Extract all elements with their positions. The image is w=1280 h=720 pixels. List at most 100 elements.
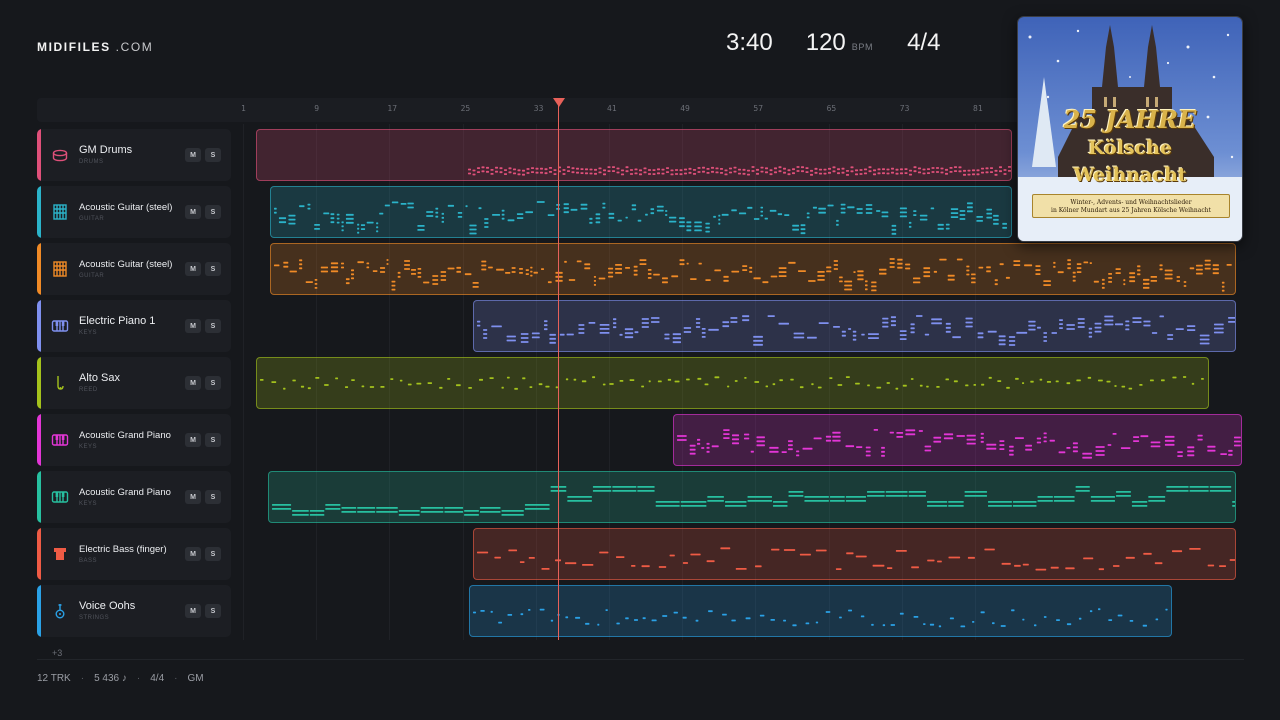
tempo-value: 120 <box>805 29 846 56</box>
track-name: Acoustic Grand Piano <box>79 487 171 498</box>
track-clip[interactable] <box>268 471 1236 523</box>
duration-value: 3:40 <box>726 29 773 56</box>
mute-button[interactable]: M <box>185 262 201 276</box>
solo-button[interactable]: S <box>205 547 221 561</box>
guitar-icon <box>51 203 69 221</box>
playhead-handle[interactable] <box>553 98 565 107</box>
track-name: Acoustic Guitar (steel) <box>79 259 173 270</box>
track-category: BASS <box>79 558 98 564</box>
mute-button[interactable]: M <box>185 433 201 447</box>
mute-button[interactable]: M <box>185 205 201 219</box>
solo-button[interactable]: S <box>205 262 221 276</box>
footer-divider <box>37 659 1244 660</box>
ruler-bar-label: 33 <box>533 104 544 113</box>
track-clip[interactable] <box>469 585 1172 637</box>
footer-note-count: 5 436 ♪ <box>94 673 127 684</box>
track-category: GUITAR <box>79 273 105 279</box>
track-category: KEYS <box>79 444 98 450</box>
grid-line <box>828 124 830 640</box>
track-name: Acoustic Grand Piano <box>79 430 171 441</box>
ruler-bar-label: 65 <box>826 104 837 113</box>
grid-line <box>975 124 976 640</box>
grid-line <box>462 124 464 640</box>
footer-time-signature: 4/4 <box>150 673 165 684</box>
track-clip[interactable] <box>473 528 1236 580</box>
ruler-bar-label: 25 <box>460 104 471 113</box>
track-name: Electric Bass (finger) <box>79 544 167 555</box>
ruler-bar-label: 1 <box>241 104 246 113</box>
song-stats: 3:40 120 BPM 4/4 <box>726 29 940 57</box>
track-color-stripe <box>37 471 41 523</box>
track-category: KEYS <box>79 330 98 336</box>
solo-button[interactable]: S <box>205 376 221 390</box>
mute-button[interactable]: M <box>185 604 201 618</box>
track-header[interactable]: Electric Bass (finger) BASS M S <box>37 528 231 580</box>
track-color-stripe <box>37 243 41 295</box>
footer-midi-standard: GM <box>187 673 204 684</box>
track-clip[interactable] <box>270 243 1236 295</box>
solo-button[interactable]: S <box>205 319 221 333</box>
solo-button[interactable]: S <box>205 205 221 219</box>
track-header[interactable]: Voice Oohs STRINGS M S <box>37 585 231 637</box>
track-clip[interactable] <box>256 357 1209 409</box>
track-color-stripe <box>37 300 41 352</box>
album-subtitle-banner: Winter-, Advents- und Weihnachtslieder i… <box>1032 194 1230 218</box>
clip-notes <box>468 166 1011 176</box>
track-clip[interactable] <box>256 129 1012 181</box>
grid-line <box>901 124 903 640</box>
more-tracks-indicator[interactable]: +3 <box>52 648 63 658</box>
violin-icon <box>51 602 69 620</box>
ruler-bar-label: 73 <box>899 104 910 113</box>
solo-button[interactable]: S <box>205 433 221 447</box>
clip-notes <box>477 547 1235 571</box>
keyboard-icon <box>51 317 69 335</box>
brand-main: MIDIFILES <box>37 40 111 54</box>
time-signature-value: 4/4 <box>907 29 941 56</box>
footer-separator: · <box>174 673 178 684</box>
footer-summary: 12 TRK · 5 436 ♪ · 4/4 · GM <box>37 673 204 684</box>
track-header[interactable]: GM Drums DRUMS M S <box>37 129 231 181</box>
keyboard-icon <box>51 488 69 506</box>
clip-notes <box>260 376 1204 390</box>
solo-button[interactable]: S <box>205 490 221 504</box>
playhead[interactable] <box>558 104 559 640</box>
drum-icon <box>51 146 69 164</box>
track-color-stripe <box>37 357 41 409</box>
grid-line <box>389 124 391 640</box>
track-color-stripe <box>37 129 41 181</box>
grid-line <box>316 124 318 640</box>
track-header[interactable]: Electric Piano 1 KEYS M S <box>37 300 231 352</box>
mute-button[interactable]: M <box>185 547 201 561</box>
footer-separator: · <box>136 673 141 684</box>
ruler-bar-label: 17 <box>387 104 398 113</box>
solo-button[interactable]: S <box>205 148 221 162</box>
mute-button[interactable]: M <box>185 319 201 333</box>
clip-notes <box>274 258 1232 292</box>
track-header[interactable]: Alto Sax REED M S <box>37 357 231 409</box>
ruler-bar-label: 49 <box>680 104 690 113</box>
track-clip[interactable] <box>673 414 1242 466</box>
clip-notes <box>272 486 1235 516</box>
grid-line <box>682 124 684 640</box>
track-header[interactable]: Acoustic Grand Piano KEYS M S <box>37 414 231 466</box>
mute-button[interactable]: M <box>185 148 201 162</box>
track-color-stripe <box>37 585 41 637</box>
mute-button[interactable]: M <box>185 376 201 390</box>
track-clip[interactable] <box>473 300 1236 352</box>
track-name: Acoustic Guitar (steel) <box>79 202 173 213</box>
solo-button[interactable]: S <box>205 604 221 618</box>
track-category: REED <box>79 387 98 393</box>
brand-logo[interactable]: MIDIFILES .COM <box>37 40 153 54</box>
mute-button[interactable]: M <box>185 490 201 504</box>
track-name: Alto Sax <box>79 372 120 384</box>
track-name: Electric Piano 1 <box>79 315 156 327</box>
track-header[interactable]: Acoustic Guitar (steel) GUITAR M S <box>37 243 231 295</box>
track-clip[interactable] <box>270 186 1012 238</box>
album-subtitle-line2: in Kölner Mundart aus 25 Jahren Kölsche … <box>1051 206 1211 214</box>
tempo-unit: BPM <box>851 42 874 52</box>
clip-notes <box>473 608 1168 628</box>
track-header[interactable]: Acoustic Grand Piano KEYS M S <box>37 471 231 523</box>
ruler-bar-label: 81 <box>973 104 983 113</box>
track-header[interactable]: Acoustic Guitar (steel) GUITAR M S <box>37 186 231 238</box>
track-name: GM Drums <box>79 144 133 156</box>
